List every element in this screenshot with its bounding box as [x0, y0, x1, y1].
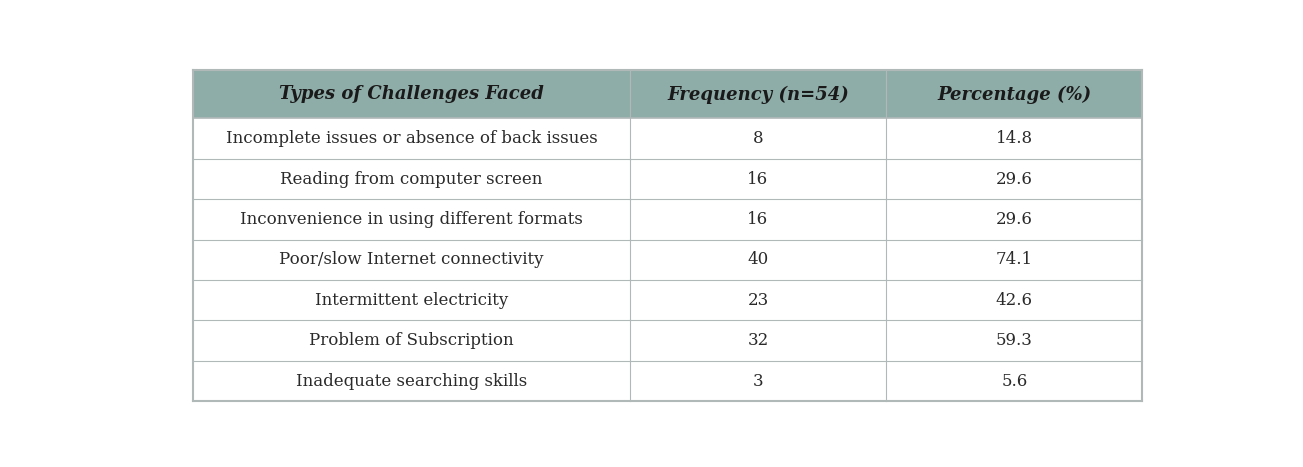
Text: 3: 3 — [753, 373, 764, 389]
Text: Poor/slow Internet connectivity: Poor/slow Internet connectivity — [279, 251, 543, 269]
Text: 8: 8 — [753, 130, 764, 147]
Text: Incomplete issues or absence of back issues: Incomplete issues or absence of back iss… — [225, 130, 597, 147]
Text: 40: 40 — [748, 251, 769, 269]
Text: Types of Challenges Faced: Types of Challenges Faced — [279, 85, 543, 103]
Text: 16: 16 — [748, 211, 769, 228]
Bar — [193, 320, 1143, 361]
Bar — [193, 199, 1143, 240]
Text: Reading from computer screen: Reading from computer screen — [280, 170, 542, 188]
Text: 23: 23 — [748, 292, 769, 309]
Bar — [193, 159, 1143, 199]
Text: 5.6: 5.6 — [1001, 373, 1027, 389]
Text: 74.1: 74.1 — [995, 251, 1033, 269]
Text: Inadequate searching skills: Inadequate searching skills — [296, 373, 528, 389]
Text: 59.3: 59.3 — [995, 332, 1033, 349]
Text: 14.8: 14.8 — [995, 130, 1033, 147]
Text: Percentage (%): Percentage (%) — [937, 85, 1092, 104]
Text: 16: 16 — [748, 170, 769, 188]
Bar — [193, 361, 1143, 401]
Text: Inconvenience in using different formats: Inconvenience in using different formats — [240, 211, 582, 228]
Bar — [193, 71, 1143, 119]
Bar — [193, 280, 1143, 320]
Text: 32: 32 — [748, 332, 769, 349]
Text: 29.6: 29.6 — [995, 170, 1033, 188]
Bar — [193, 119, 1143, 159]
Bar — [193, 240, 1143, 280]
Text: 42.6: 42.6 — [995, 292, 1033, 309]
Text: Frequency (n=54): Frequency (n=54) — [667, 85, 848, 104]
Text: Intermittent electricity: Intermittent electricity — [315, 292, 508, 309]
Text: 29.6: 29.6 — [995, 211, 1033, 228]
Text: Problem of Subscription: Problem of Subscription — [309, 332, 513, 349]
